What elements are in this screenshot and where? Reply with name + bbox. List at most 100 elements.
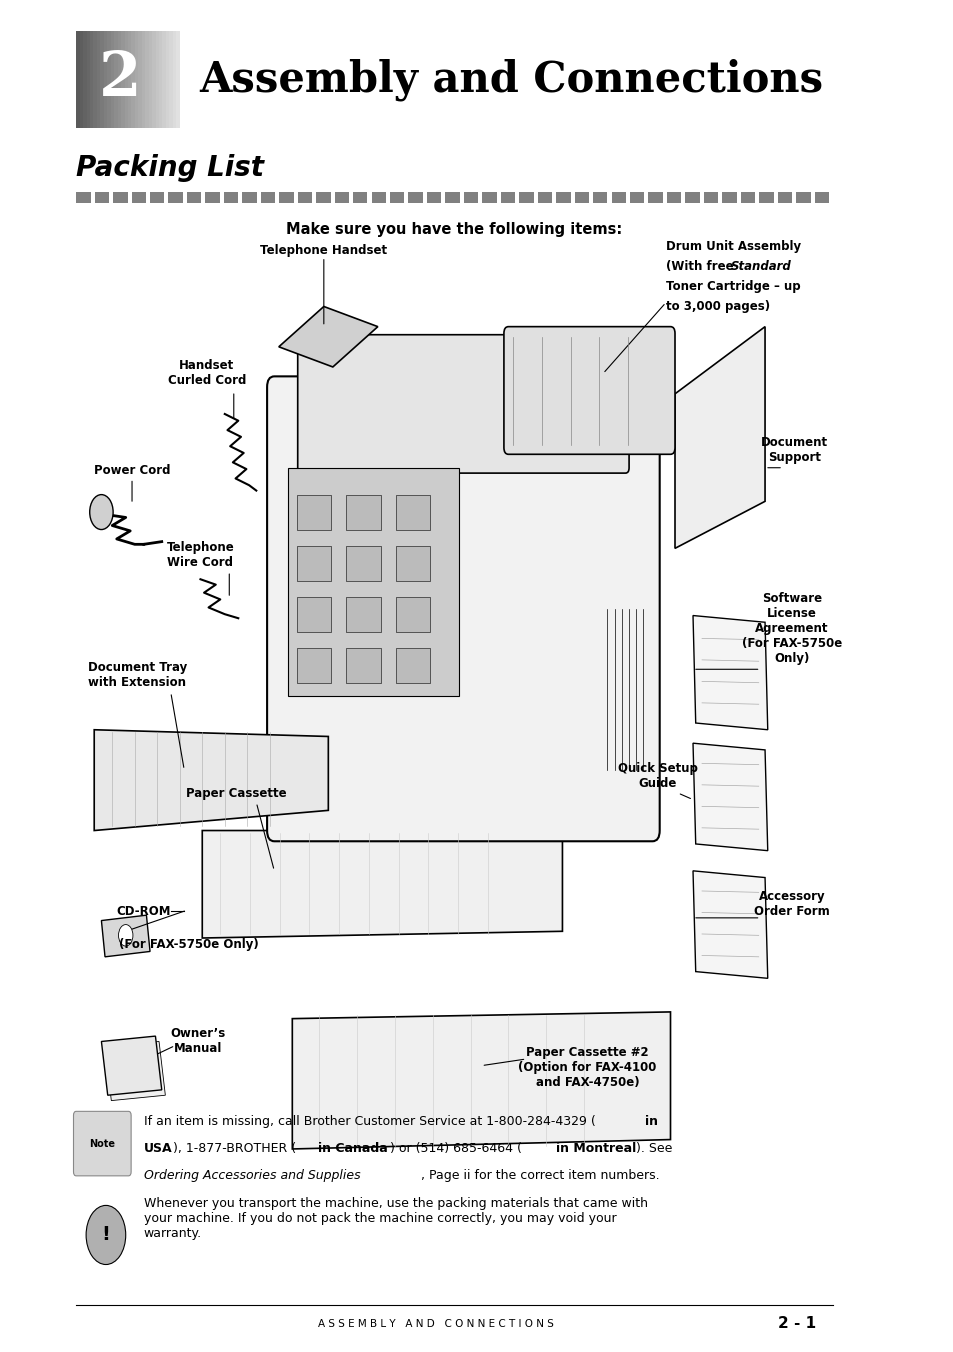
Polygon shape — [101, 1036, 162, 1095]
Polygon shape — [692, 744, 767, 850]
Text: Document
Support: Document Support — [760, 435, 827, 464]
Text: Paper Cassette: Paper Cassette — [186, 787, 287, 799]
Text: Owner’s
Manual: Owner’s Manual — [170, 1028, 225, 1056]
Bar — [335, 192, 349, 203]
Bar — [445, 192, 459, 203]
Text: Quick Setup
Guide: Quick Setup Guide — [618, 763, 697, 790]
Bar — [395, 648, 430, 683]
Circle shape — [118, 925, 132, 946]
Bar — [296, 648, 331, 683]
Polygon shape — [692, 871, 767, 979]
Text: in: in — [644, 1115, 658, 1129]
Polygon shape — [107, 31, 111, 128]
Bar — [408, 192, 422, 203]
Bar — [297, 192, 312, 203]
Text: (With free: (With free — [665, 260, 737, 273]
Polygon shape — [166, 31, 170, 128]
Text: Whenever you transport the machine, use the packing materials that came with
you: Whenever you transport the machine, use … — [144, 1198, 647, 1240]
Polygon shape — [83, 31, 87, 128]
Text: Make sure you have the following items:: Make sure you have the following items: — [286, 222, 622, 237]
Bar — [279, 192, 294, 203]
Text: Telephone Handset: Telephone Handset — [260, 243, 387, 257]
Polygon shape — [692, 615, 767, 730]
Bar — [346, 495, 380, 530]
Text: , Page ii for the correct item numbers.: , Page ii for the correct item numbers. — [420, 1169, 659, 1182]
Text: ), 1-877-BROTHER (: ), 1-877-BROTHER ( — [173, 1142, 296, 1155]
Polygon shape — [138, 31, 142, 128]
Text: Software
License
Agreement
(For FAX-5750e
Only): Software License Agreement (For FAX-5750… — [741, 592, 841, 665]
Polygon shape — [76, 31, 79, 128]
Bar — [648, 192, 662, 203]
Polygon shape — [87, 31, 90, 128]
Text: A S S E M B L Y   A N D   C O N N E C T I O N S: A S S E M B L Y A N D C O N N E C T I O … — [318, 1318, 554, 1329]
Text: 2 - 1: 2 - 1 — [777, 1315, 815, 1332]
Text: Drum Unit Assembly: Drum Unit Assembly — [665, 239, 801, 253]
Polygon shape — [145, 31, 149, 128]
Bar — [113, 192, 128, 203]
Text: Toner Cartridge – up: Toner Cartridge – up — [665, 280, 800, 293]
Bar — [205, 192, 219, 203]
Bar — [574, 192, 588, 203]
Text: If an item is missing, call Brother Customer Service at 1-800-284-4329 (: If an item is missing, call Brother Cust… — [144, 1115, 595, 1129]
Bar — [296, 495, 331, 530]
Polygon shape — [176, 31, 179, 128]
Bar — [371, 192, 386, 203]
Bar — [740, 192, 755, 203]
Polygon shape — [675, 327, 764, 549]
Bar — [703, 192, 718, 203]
Bar — [315, 192, 331, 203]
Text: Accessory
Order Form: Accessory Order Form — [754, 891, 829, 918]
Text: 2: 2 — [98, 50, 141, 110]
Polygon shape — [121, 31, 125, 128]
Bar — [395, 546, 430, 580]
FancyBboxPatch shape — [297, 335, 628, 473]
Text: Power Cord: Power Cord — [93, 464, 170, 477]
Polygon shape — [94, 730, 328, 830]
Polygon shape — [128, 31, 132, 128]
Bar — [537, 192, 552, 203]
Polygon shape — [101, 915, 150, 957]
Bar — [288, 468, 458, 696]
Bar — [353, 192, 367, 203]
Bar — [463, 192, 477, 203]
Polygon shape — [155, 31, 159, 128]
Text: ) or (514) 685-6464 (: ) or (514) 685-6464 ( — [390, 1142, 522, 1155]
Polygon shape — [105, 1041, 165, 1101]
Polygon shape — [100, 31, 104, 128]
Bar — [242, 192, 256, 203]
Bar — [346, 648, 380, 683]
Polygon shape — [125, 31, 128, 128]
Polygon shape — [90, 31, 93, 128]
Polygon shape — [142, 31, 145, 128]
Bar — [296, 596, 331, 631]
Polygon shape — [104, 31, 107, 128]
Bar — [721, 192, 736, 203]
Text: USA: USA — [144, 1142, 172, 1155]
Polygon shape — [132, 31, 134, 128]
Bar — [150, 192, 164, 203]
Bar — [132, 192, 146, 203]
Bar — [395, 495, 430, 530]
Bar — [296, 546, 331, 580]
Text: Packing List: Packing List — [76, 154, 264, 181]
Bar — [346, 546, 380, 580]
Bar — [518, 192, 533, 203]
Bar — [76, 192, 91, 203]
Text: Document Tray
with Extension: Document Tray with Extension — [88, 661, 187, 690]
Bar — [796, 192, 810, 203]
Polygon shape — [152, 31, 155, 128]
Bar — [169, 192, 183, 203]
Bar — [629, 192, 643, 203]
Polygon shape — [172, 31, 176, 128]
Bar — [556, 192, 570, 203]
Polygon shape — [159, 31, 162, 128]
Bar — [482, 192, 497, 203]
Bar — [187, 192, 201, 203]
Text: Telephone
Wire Cord: Telephone Wire Cord — [167, 541, 234, 568]
Polygon shape — [170, 31, 172, 128]
Polygon shape — [134, 31, 138, 128]
Bar — [395, 596, 430, 631]
Polygon shape — [149, 31, 152, 128]
Text: Paper Cassette #2
(Option for FAX-4100
and FAX-4750e): Paper Cassette #2 (Option for FAX-4100 a… — [517, 1045, 657, 1088]
Polygon shape — [117, 31, 121, 128]
